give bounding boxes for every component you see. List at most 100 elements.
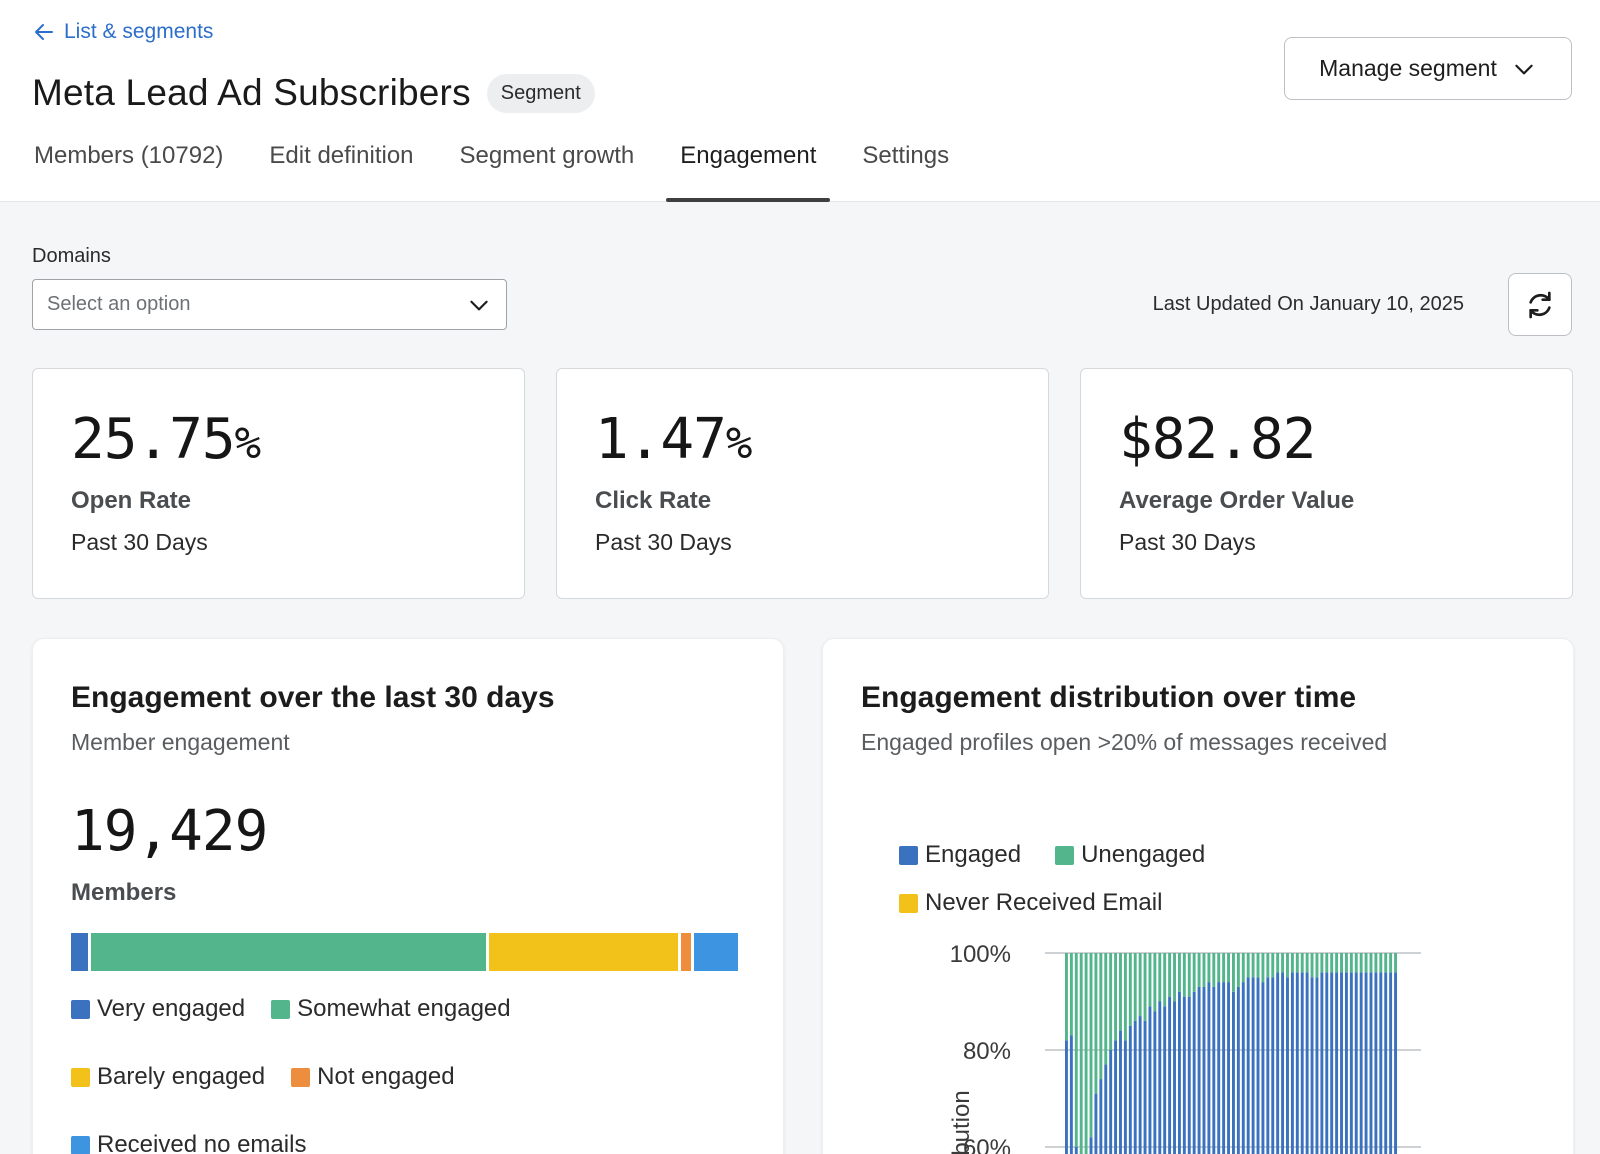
- legend-unengaged: Unengaged: [1055, 841, 1205, 869]
- bar-engaged: [1246, 977, 1250, 1154]
- percent-sign: %: [234, 418, 261, 469]
- bar-engaged: [1325, 972, 1329, 1154]
- legend-label: Received no emails: [97, 1131, 307, 1154]
- bar-engaged: [1276, 972, 1280, 1154]
- tab-settings[interactable]: Settings: [862, 142, 950, 169]
- open-rate-value: 25.75%: [71, 407, 261, 472]
- legend-very-engaged: Very engaged: [71, 995, 245, 1023]
- bar-engaged: [1300, 972, 1304, 1154]
- bar-engaged: [1114, 1040, 1118, 1154]
- back-link-label[interactable]: List & segments: [64, 20, 214, 43]
- bar-unengaged: [1202, 953, 1206, 987]
- refresh-button[interactable]: [1508, 273, 1572, 336]
- legend-engaged: Engaged: [899, 841, 1021, 869]
- bar-unengaged: [1340, 953, 1343, 973]
- tab-members[interactable]: Members (10792): [34, 142, 224, 169]
- bar-segment-barely-engaged[interactable]: [488, 933, 681, 971]
- bar-engaged: [1241, 982, 1245, 1154]
- bar-engaged: [1330, 972, 1334, 1154]
- bar-unengaged: [1173, 953, 1176, 1002]
- bar-engaged: [1344, 972, 1348, 1154]
- bar-unengaged: [1227, 953, 1230, 983]
- swatch: [271, 999, 291, 1019]
- legend-barely-engaged: Barely engaged: [71, 1063, 265, 1091]
- bar-engaged: [1187, 996, 1191, 1154]
- bar-engaged: [1261, 982, 1265, 1154]
- bar-unengaged: [1389, 953, 1393, 973]
- click-rate-period: Past 30 Days: [595, 529, 732, 555]
- bar-unengaged: [1212, 953, 1216, 987]
- title-row: Meta Lead Ad Subscribers Segment: [32, 72, 595, 114]
- bar-unengaged: [1143, 953, 1147, 1021]
- bar-unengaged: [1310, 953, 1314, 978]
- chevron-down-icon: [1515, 64, 1533, 74]
- bar-unengaged: [1271, 953, 1275, 978]
- bar-unengaged: [1099, 953, 1103, 1080]
- legend-label: Barely engaged: [97, 1063, 266, 1090]
- click-rate-label: Click Rate: [595, 487, 712, 514]
- page-header: List & segments Meta Lead Ad Subscribers…: [0, 0, 1600, 202]
- bar-engaged: [1168, 996, 1172, 1154]
- legend-label: Not engaged: [317, 1063, 455, 1090]
- bar-segment-somewhat-engaged[interactable]: [91, 933, 489, 971]
- bar-engaged: [1089, 1137, 1093, 1154]
- bar-unengaged: [1187, 953, 1191, 997]
- bar-unengaged: [1374, 953, 1378, 973]
- distribution-panel-title: Engagement distribution over time: [861, 681, 1357, 714]
- bar-unengaged: [1217, 953, 1221, 983]
- percent-sign: %: [725, 418, 752, 469]
- distribution-panel-subtitle: Engaged profiles open >20% of messages r…: [861, 729, 1388, 755]
- domains-select[interactable]: Select an option: [32, 279, 507, 330]
- bar-unengaged: [1335, 953, 1339, 973]
- bar-unengaged: [1114, 953, 1118, 1041]
- segment-badge: Segment: [486, 73, 595, 113]
- y-tick-label: 80%: [963, 1038, 1011, 1065]
- bar-unengaged: [1315, 953, 1319, 978]
- domains-label: Domains: [32, 245, 111, 267]
- bar-engaged: [1315, 977, 1319, 1154]
- back-link[interactable]: List & segments: [32, 20, 213, 44]
- bar-unengaged: [1177, 953, 1181, 992]
- bar-unengaged: [1065, 953, 1068, 1041]
- bar-unengaged: [1384, 953, 1388, 973]
- tab-edit-definition[interactable]: Edit definition: [269, 142, 414, 169]
- tab-engagement[interactable]: Engagement: [666, 138, 831, 202]
- open-rate-period: Past 30 Days: [71, 529, 208, 555]
- bar-segment-very-engaged[interactable]: [71, 933, 92, 971]
- bar-unengaged: [1138, 953, 1142, 1017]
- bar-engaged: [1232, 991, 1235, 1154]
- bar-engaged: [1354, 972, 1358, 1154]
- tab-segment-growth[interactable]: Segment growth: [459, 142, 635, 169]
- members-label: Members: [71, 879, 177, 906]
- bar-engaged: [1384, 972, 1388, 1154]
- bar-engaged: [1217, 982, 1221, 1154]
- bar-unengaged: [1133, 953, 1137, 1021]
- bar-engaged: [1074, 1147, 1078, 1154]
- legend-not-engaged: Not engaged: [291, 1063, 455, 1091]
- bar-engaged: [1305, 972, 1309, 1154]
- bar-segment-received-no-emails[interactable]: [694, 933, 739, 971]
- bar-engaged: [1104, 1064, 1108, 1154]
- swatch: [71, 1067, 90, 1087]
- legend-somewhat-engaged: Somewhat engaged: [271, 995, 511, 1023]
- distribution-panel: Engagement distribution over time Engage…: [822, 638, 1574, 1154]
- bar-engaged: [1119, 1030, 1122, 1154]
- aov-period: Past 30 Days: [1119, 529, 1256, 555]
- bar-unengaged: [1349, 953, 1353, 973]
- bar-unengaged: [1246, 953, 1250, 978]
- swatch: [899, 893, 918, 913]
- engagement-panel-title: Engagement over the last 30 days: [71, 681, 555, 714]
- swatch: [71, 999, 90, 1019]
- engagement-stacked-bar: [71, 933, 745, 971]
- y-tick-label: 100%: [950, 941, 1011, 968]
- bar-engaged: [1192, 991, 1196, 1154]
- bar-unengaged: [1148, 953, 1152, 1007]
- bar-engaged: [1290, 972, 1294, 1154]
- swatch: [71, 1135, 90, 1154]
- bar-engaged: [1207, 982, 1211, 1154]
- bar-segment-not-engaged[interactable]: [680, 933, 695, 971]
- bar-engaged: [1349, 972, 1353, 1154]
- bar-engaged: [1227, 982, 1230, 1154]
- manage-segment-button[interactable]: Manage segment: [1284, 37, 1572, 100]
- swatch: [1055, 845, 1075, 865]
